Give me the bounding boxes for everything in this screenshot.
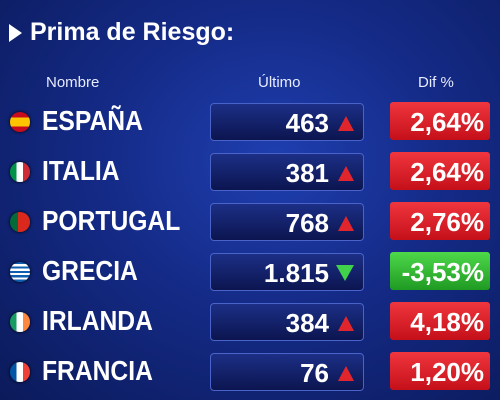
value-box: 381 xyxy=(210,153,364,191)
country-name: ESPAÑA xyxy=(42,105,143,136)
value-box: 768 xyxy=(210,203,364,241)
change-value: 2,64% xyxy=(410,107,484,137)
change-value: 4,18% xyxy=(410,307,484,337)
change-value: 1,20% xyxy=(410,357,484,387)
flag xyxy=(10,162,30,182)
title: Prima de Riesgo: xyxy=(30,18,235,46)
flag xyxy=(10,262,30,282)
change-box: 2,76% xyxy=(390,202,490,240)
country-name: ITALIA xyxy=(42,155,120,186)
last-value: 768 xyxy=(285,208,329,238)
last-value: 1.815 xyxy=(263,258,329,288)
country-name: FRANCIA xyxy=(42,355,153,386)
change-value: -3,53% xyxy=(401,257,484,287)
change-value: 2,76% xyxy=(410,207,484,237)
last-value: 384 xyxy=(285,308,329,338)
country-name: PORTUGAL xyxy=(42,205,181,236)
change-box: 1,20% xyxy=(390,352,490,390)
change-box: 2,64% xyxy=(390,152,490,190)
flag xyxy=(10,112,30,132)
change-box: 2,64% xyxy=(390,102,490,140)
value-box: 384 xyxy=(210,303,364,341)
last-value: 76 xyxy=(300,358,329,388)
up-arrow xyxy=(338,216,354,231)
up-arrow xyxy=(338,366,354,381)
value-box: 463 xyxy=(210,103,364,141)
table-row: PORTUGAL 768 2,76% xyxy=(0,200,500,244)
flag xyxy=(10,362,30,382)
value-box: 1.815 xyxy=(210,253,364,291)
flag xyxy=(10,212,30,232)
down-arrow xyxy=(336,265,354,281)
flag xyxy=(10,312,30,332)
table-row: FRANCIA 76 1,20% xyxy=(0,350,500,394)
up-arrow xyxy=(338,166,354,181)
column-header: Dif % xyxy=(418,74,454,91)
table-row: IRLANDA 384 4,18% xyxy=(0,300,500,344)
table-row: ITALIA 381 2,64% xyxy=(0,150,500,194)
up-arrow xyxy=(338,116,354,131)
country-name: GRECIA xyxy=(42,255,138,286)
last-value: 463 xyxy=(285,108,329,138)
change-box: -3,53% xyxy=(390,252,490,290)
table-row: GRECIA 1.815 -3,53% xyxy=(0,250,500,294)
country-name: IRLANDA xyxy=(42,305,153,336)
change-value: 2,64% xyxy=(410,157,484,187)
last-value: 381 xyxy=(285,158,329,188)
up-arrow xyxy=(338,316,354,331)
change-box: 4,18% xyxy=(390,302,490,340)
title-arrow xyxy=(9,24,22,42)
value-box: 76 xyxy=(210,353,364,391)
column-header: Nombre xyxy=(46,74,100,91)
table-row: ESPAÑA 463 2,64% xyxy=(0,100,500,144)
column-header: Último xyxy=(258,74,301,91)
